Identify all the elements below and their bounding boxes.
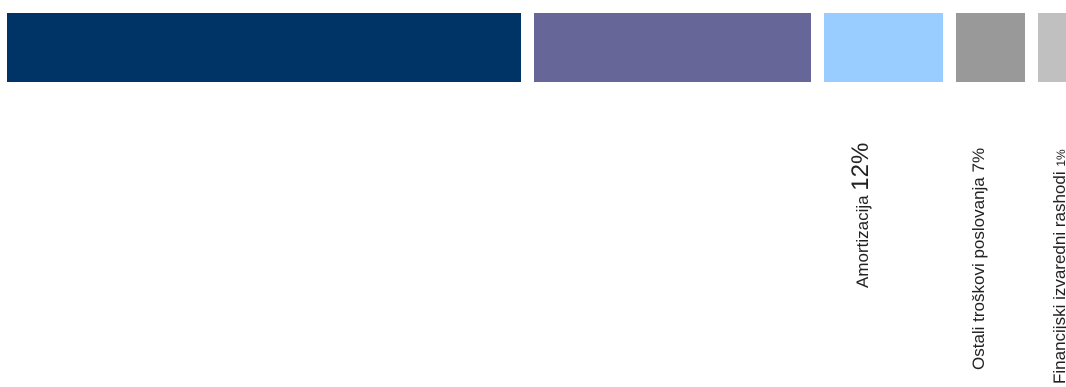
bar-segment bbox=[955, 13, 1025, 82]
category-name: Financijski izvaredni rashodi bbox=[1050, 171, 1066, 384]
category-label: Amortizacija 12% bbox=[847, 143, 874, 288]
bar-segment bbox=[7, 13, 522, 82]
value-label: 1% bbox=[1054, 149, 1066, 167]
bar-segment bbox=[1038, 13, 1066, 82]
bar-segment bbox=[534, 13, 812, 82]
bar-segment bbox=[824, 13, 943, 82]
category-name: Amortizacija bbox=[853, 190, 873, 288]
value-label: 12% bbox=[847, 142, 875, 191]
category-name: Ostali troškovi poslovanja bbox=[968, 172, 988, 370]
category-label: Ostali troškovi poslovanja 7% bbox=[969, 148, 989, 370]
value-label: 7% bbox=[968, 147, 988, 173]
category-label: Financijski izvaredni rashodi 1% bbox=[1050, 149, 1066, 384]
